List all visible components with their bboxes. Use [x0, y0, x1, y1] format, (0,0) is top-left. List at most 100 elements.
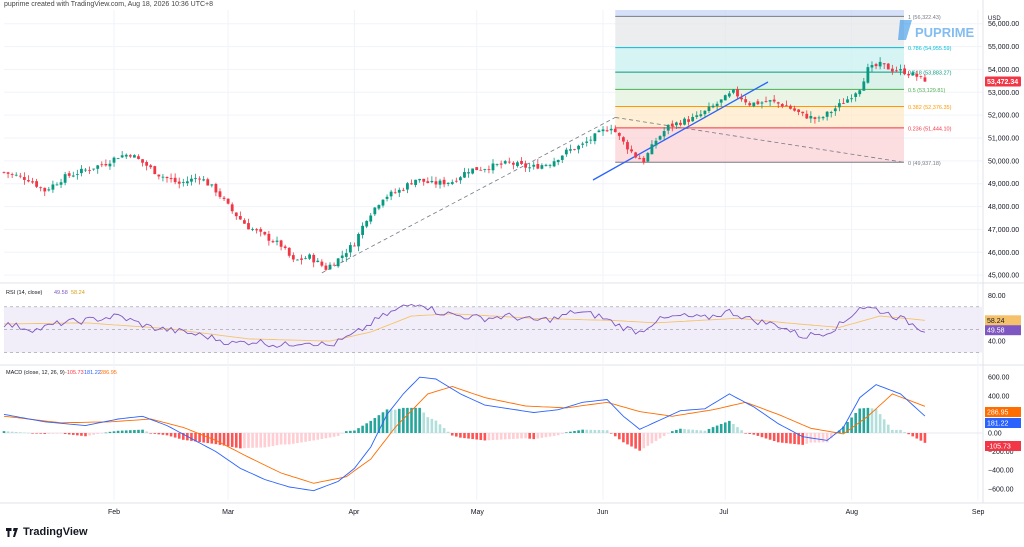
candle-body	[544, 164, 548, 166]
candle-body	[35, 181, 38, 187]
candle-body	[911, 72, 915, 76]
macd-hist-bar	[357, 428, 360, 433]
macd-hist-bar	[267, 433, 271, 447]
rsi-ma-tag-label: 58.24	[987, 318, 1005, 325]
macd-hist-bar	[47, 433, 51, 434]
macd-legend-hist: -105.73	[65, 370, 84, 376]
candle-body	[764, 101, 768, 103]
macd-hist-bar	[124, 430, 128, 433]
macd-hist-bar	[711, 427, 715, 433]
candle-body	[650, 144, 654, 155]
candle-body	[919, 75, 923, 77]
candle-body	[890, 68, 894, 72]
macd-hist-bar	[508, 433, 511, 440]
candle-body	[210, 184, 214, 186]
macd-axis-label: 0.00	[988, 431, 1002, 438]
candle-body	[92, 168, 96, 170]
macd-hist-bar	[781, 433, 784, 443]
candle-body	[336, 258, 340, 267]
macd-hist-bar	[133, 430, 136, 433]
candle-body	[63, 174, 67, 183]
candle-body	[100, 164, 104, 166]
macd-signal-line	[3, 386, 926, 484]
candle-body	[141, 159, 144, 163]
macd-hist-bar	[353, 430, 356, 433]
macd-hist-bar	[31, 433, 34, 434]
price-axis-label: 47,000.00	[988, 227, 1019, 234]
macd-hist-bar	[662, 433, 666, 437]
macd-hist-bar	[283, 433, 287, 445]
candle-body	[536, 164, 540, 169]
macd-hist-bar	[793, 433, 796, 445]
macd-hist-bar	[854, 412, 857, 433]
candle-body	[316, 260, 320, 263]
candle-body	[711, 105, 715, 108]
candle-body	[304, 258, 307, 260]
candle-body	[846, 99, 849, 103]
candle-body	[88, 169, 91, 171]
macd-hist-bar	[190, 433, 193, 441]
macd-hist-bar	[646, 433, 650, 446]
macd-hist-bar	[194, 433, 197, 442]
macd-axis-label: 400.00	[988, 393, 1010, 400]
candle-body	[626, 142, 629, 150]
candle-body	[683, 118, 686, 125]
macd-hist-bar	[369, 420, 373, 433]
macd-hist-bar	[202, 433, 205, 443]
macd-hist-bar	[728, 420, 731, 433]
candle-body	[401, 189, 405, 191]
candle-body	[703, 110, 707, 115]
candle-body	[772, 99, 776, 102]
candle-body	[907, 73, 911, 76]
candle-body	[899, 69, 902, 71]
macd-hist-bar	[14, 431, 18, 433]
candle-body	[133, 155, 136, 158]
candle-body	[699, 114, 703, 117]
macd-hist-bar	[239, 433, 242, 449]
candle-body	[206, 179, 210, 186]
candle-body	[406, 183, 409, 190]
candle-body	[450, 182, 454, 184]
candle-body	[222, 197, 226, 199]
price-axis-label: 48,000.00	[988, 204, 1019, 211]
candle-body	[275, 240, 279, 242]
candle-body	[202, 179, 206, 181]
candle-body	[577, 145, 580, 150]
macd-hist-bar	[560, 433, 564, 434]
macd-hist-bar	[601, 430, 605, 433]
tradingview-logo-icon	[6, 527, 18, 537]
candle-body	[418, 178, 422, 181]
candle-body	[630, 149, 633, 152]
macd-value-tag	[985, 418, 1021, 428]
candle-body	[459, 177, 462, 181]
macd-hist-bar	[271, 433, 275, 446]
candle-body	[234, 212, 238, 217]
candle-body	[71, 175, 75, 177]
macd-hist-bar	[234, 433, 238, 448]
macd-hist-bar	[919, 433, 923, 441]
candle-body	[230, 204, 234, 212]
fib-level-label: 0.382 (52,376.35)	[908, 105, 952, 111]
macd-hist-bar	[756, 433, 760, 436]
macd-hist-bar	[760, 433, 764, 438]
time-axis-label: Sep	[972, 509, 985, 516]
time-axis-label: Apr	[348, 509, 360, 516]
macd-hist-bar	[393, 409, 397, 433]
candle-body	[67, 173, 71, 176]
candle-body	[430, 180, 434, 183]
macd-hist-bar	[385, 409, 389, 433]
tradingview-logo[interactable]: TradingView	[6, 526, 88, 538]
macd-hist-bar	[609, 433, 613, 434]
candle-body	[385, 196, 389, 199]
candle-body	[817, 117, 821, 119]
candle-body	[397, 189, 401, 193]
macd-hist-bar	[80, 433, 83, 436]
candle-body	[882, 63, 886, 65]
candle-body	[552, 161, 556, 167]
macd-hist-bar	[88, 433, 91, 436]
macd-hist-bar	[104, 432, 108, 434]
candle-body	[324, 265, 328, 270]
macd-hist-bar	[479, 433, 483, 440]
